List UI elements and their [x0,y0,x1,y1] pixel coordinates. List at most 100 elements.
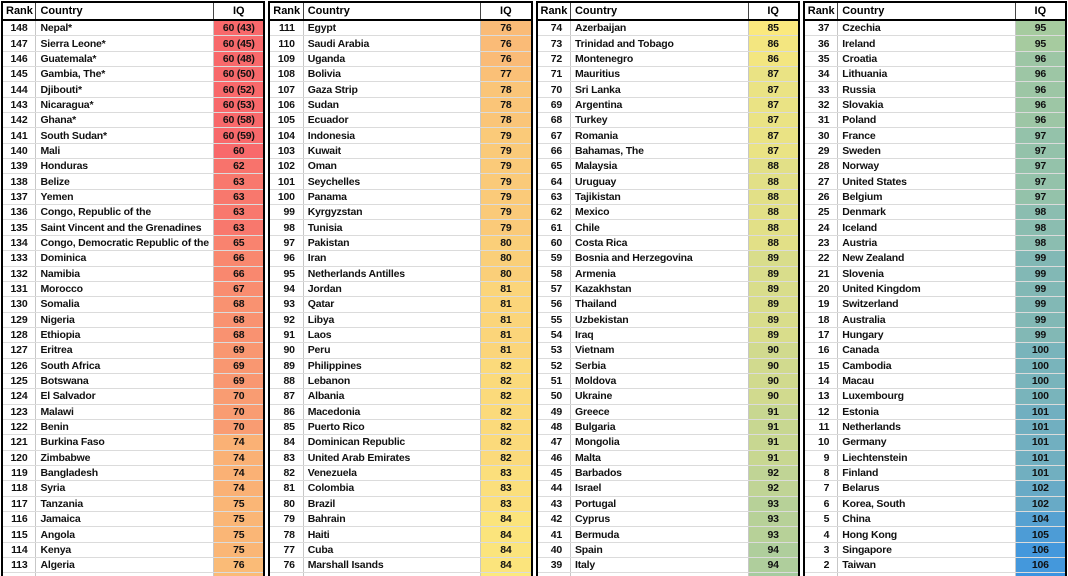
iq-cell: 101 [1014,434,1066,451]
iq-cell: 74 [213,450,265,466]
country-cell: Nigeria [35,312,214,328]
country-cell: Hong Kong [837,526,1016,543]
column-header-iq: IQ [1014,2,1066,21]
iq-cell: 100 [1014,342,1066,359]
rank-cell: 91 [269,327,304,344]
table-row: 64 Uruguay 88 [536,173,799,190]
rank-cell: 46 [536,450,571,466]
table-row: 148 Nepal* 60 (43) [2,20,265,37]
country-cell: Mongolia [569,434,749,451]
header-row: Rank Country IQ [269,2,532,21]
rank-cell: 137 [2,189,36,206]
table-row: 37 Czechia 95 [803,20,1066,37]
rank-cell: 79 [269,511,304,528]
rank-cell: 63 [536,189,571,206]
table-row: 132 Namibia 66 [2,266,265,282]
rank-cell: 4 [803,526,838,543]
rank-cell: 42 [536,511,571,528]
iq-cell: 81 [480,327,532,344]
rank-cell: 43 [536,496,571,513]
table-row: 38Latvia95 [536,572,799,576]
rank-cell: 114 [2,542,36,559]
country-iq-table-4: Rank Country IQ 37 Czechia 95 36 Ireland 95 35… [802,1,1067,576]
rank-cell: 147 [2,35,36,52]
country-cell: Finland [837,465,1016,482]
rank-cell: 55 [536,312,571,328]
table-row: 98 Tunisia 79 [269,219,532,236]
rank-cell: 64 [536,173,571,190]
table-row: 88 Lebanon 82 [269,373,532,390]
iq-cell: 101 [1014,465,1066,482]
country-cell: Mauritius [569,66,749,83]
rank-cell: 12 [803,404,838,420]
rank-cell: 101 [269,173,304,190]
table-row: 58 Armenia 89 [536,266,799,282]
rank-cell: 60 [536,235,571,252]
country-cell: Greece [569,404,749,420]
country-cell: Nepal* [35,20,214,37]
iq-cell: 91 [747,434,799,451]
rank-cell: 27 [803,173,838,190]
table-row: 44 Israel 92 [536,480,799,497]
table-row: 84 Dominican Republic 82 [269,434,532,451]
iq-cell: 80 [480,235,532,252]
rank-cell: 113 [2,557,36,574]
iq-cell: 78 [480,112,532,129]
country-cell: Bermuda [569,526,749,543]
table-row: 86 Macedonia 82 [269,404,532,420]
table-row: 50 Ukraine 90 [536,388,799,405]
country-cell: Philippines [302,358,481,374]
column-header-rank: Rank [2,2,36,21]
table-row: 3 Singapore 106 [803,542,1066,559]
table-row: 8 Finland 101 [803,465,1066,482]
iq-cell: 99 [1014,281,1066,298]
iq-cell: 104 [1014,511,1066,528]
iq-cell: 79 [480,127,532,144]
country-cell: Japan [837,572,1016,576]
rank-cell: 131 [2,281,36,298]
iq-cell: 99 [1014,296,1066,313]
rank-cell: 86 [269,404,304,420]
iq-cell: 101 [1014,404,1066,420]
table-row: 118 Syria 74 [2,480,265,497]
table-row: 127 Eritrea 69 [2,342,265,359]
country-cell: Barbados [569,465,749,482]
table-row: 6 Korea, South 102 [803,496,1066,513]
rank-cell: 5 [803,511,838,528]
iq-cell: 84 [480,511,532,528]
table-row: 33 Russia 96 [803,81,1066,98]
country-iq-table-3: Rank Country IQ 74 Azerbaijan 85 73 Trinidad… [535,1,800,576]
table-row: 100 Panama 79 [269,189,532,206]
rank-cell: 45 [536,465,571,482]
table-row: 16 Canada 100 [803,342,1066,359]
table-row: 108 Bolivia 77 [269,66,532,83]
table-row: 120 Zimbabwe 74 [2,450,265,466]
country-cell: Austria [837,235,1016,252]
iq-cell: 90 [747,358,799,374]
rank-cell: 30 [803,127,838,144]
iq-cell: 60 [213,143,265,160]
country-cell: Italy [569,557,749,574]
country-cell: Croatia [837,51,1016,68]
iq-cell: 79 [480,204,532,221]
rank-cell: 83 [269,450,304,466]
country-cell: Switzerland [837,296,1016,313]
rank-cell: 8 [803,465,838,482]
iq-cell: 105 [1014,526,1066,543]
country-cell: Netherlands Antilles [302,266,481,282]
iq-cell: 93 [747,511,799,528]
country-cell: Benin [35,419,214,436]
table-row: 67 Romania 87 [536,127,799,144]
table-row: 104 Indonesia 79 [269,127,532,144]
country-cell: Somalia [35,296,214,313]
country-cell: Qatar [302,296,481,313]
column-header-rank: Rank [803,2,838,21]
iq-cell: 95 [747,572,799,576]
country-cell: El Salvador [35,388,214,405]
table-row: 24 Iceland 98 [803,219,1066,236]
rank-cell: 69 [536,97,571,114]
iq-cell: 90 [747,342,799,359]
rank-cell: 148 [2,20,36,37]
rank-cell: 117 [2,496,36,513]
table-row: 93 Qatar 81 [269,296,532,313]
